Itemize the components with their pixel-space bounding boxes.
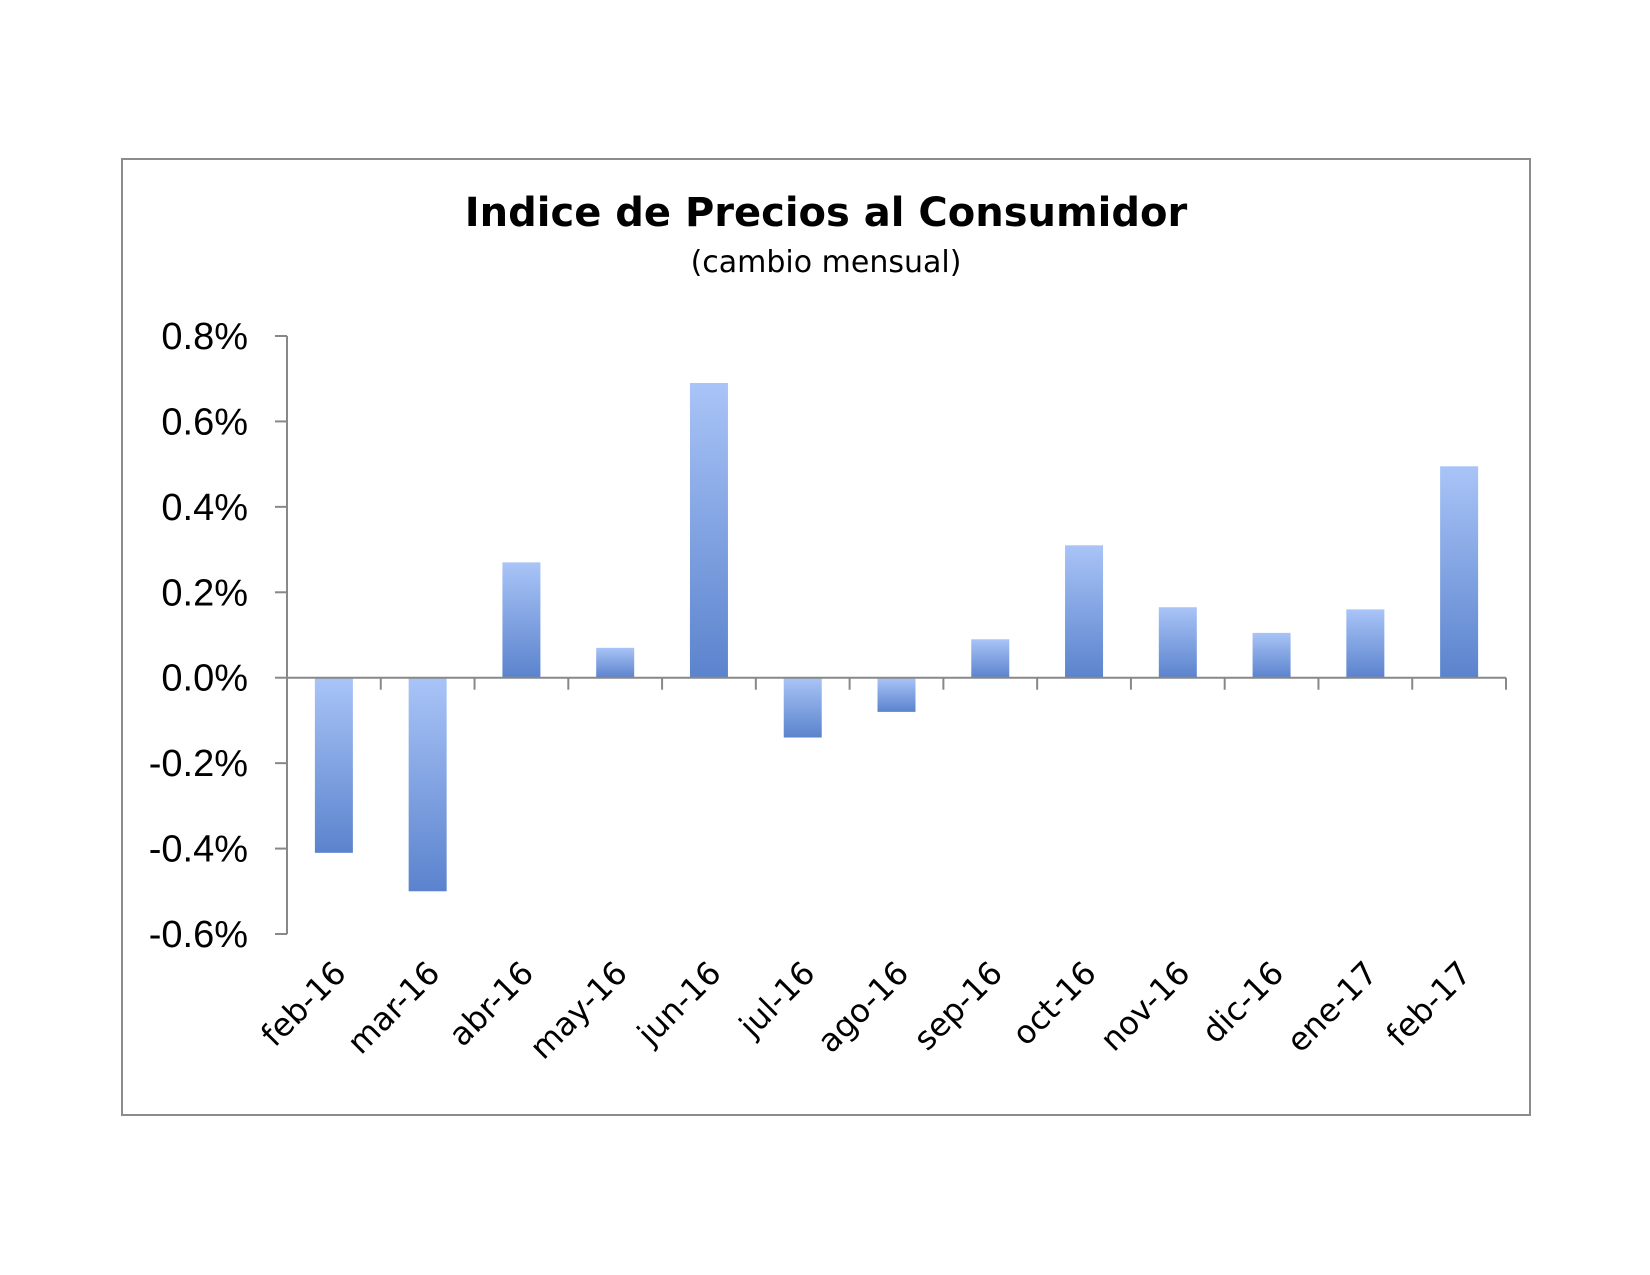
x-axis	[286, 676, 1507, 690]
bar-oct-16	[1065, 545, 1104, 678]
chart-frame	[121, 158, 1531, 1116]
y-tick-label: 0.6%	[161, 401, 248, 443]
x-category-label: dic-16	[1194, 954, 1291, 1051]
bars-group	[314, 382, 1479, 892]
x-category-label: ago-16	[810, 954, 916, 1060]
x-category-label: ene-17	[1279, 954, 1385, 1060]
x-category-label: may-16	[522, 954, 635, 1067]
bar-dic-16	[1252, 632, 1291, 678]
x-category-label: nov-16	[1093, 954, 1198, 1059]
bar-feb-16	[314, 677, 353, 853]
x-category-label: oct-16	[1005, 954, 1104, 1053]
bar-jun-16	[689, 382, 728, 678]
bar-ene-17	[1346, 609, 1385, 678]
x-category-label: jul-16	[731, 954, 822, 1045]
bar-jul-16	[783, 677, 822, 738]
bar-sep-16	[971, 639, 1010, 678]
bar-mar-16	[408, 677, 447, 892]
x-category-label: mar-16	[340, 954, 448, 1062]
bar-nov-16	[1158, 607, 1197, 678]
y-tick-label: 0.8%	[161, 316, 248, 358]
y-tick-label: -0.2%	[149, 743, 248, 785]
y-tick-label: -0.6%	[149, 914, 248, 956]
y-tick-label: 0.0%	[161, 658, 248, 700]
x-category-label: sep-16	[906, 954, 1010, 1058]
bar-abr-16	[502, 562, 541, 678]
bar-feb-17	[1440, 466, 1479, 678]
x-category-label: feb-16	[253, 954, 353, 1054]
chart-subtitle: (cambio mensual)	[691, 245, 962, 280]
y-axis: 0.8% 0.6% 0.4% 0.2% 0.0% -0.2% -0.4% -0.6%	[149, 316, 288, 956]
chart-title: Indice de Precios al Consumidor	[465, 190, 1188, 236]
y-tick-label: 0.4%	[161, 487, 248, 529]
x-category-label: feb-17	[1379, 954, 1479, 1054]
bar-may-16	[596, 647, 635, 678]
bar-ago-16	[877, 677, 916, 712]
y-tick-label: 0.2%	[161, 572, 248, 614]
x-category-label: jun-16	[629, 954, 729, 1054]
y-tick-label: -0.4%	[149, 829, 248, 871]
